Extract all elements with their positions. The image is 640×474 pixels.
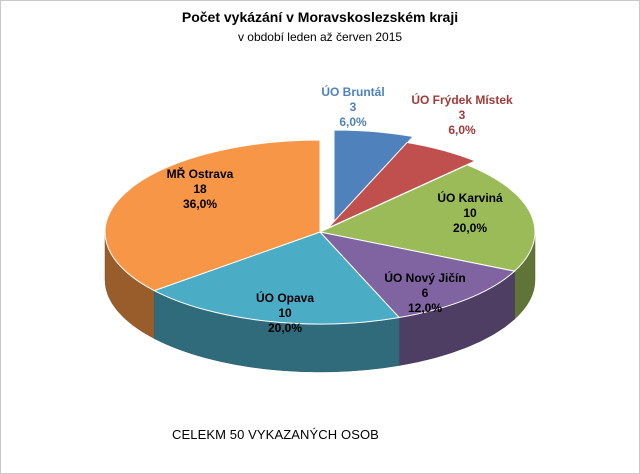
slice-label-line-2-0: ÚO Karviná (437, 190, 503, 205)
slice-top-5 (104, 139, 321, 292)
slice-label-line-0-1: 3 (350, 100, 357, 114)
slice-label-line-3-1: 6 (422, 286, 429, 300)
pie-sides (104, 231, 536, 373)
slice-top-2 (318, 164, 536, 272)
slice-label-1: ÚO Frýdek Místek 3 6,0% (411, 92, 513, 137)
slice-label-line-5-0: MŘ Ostrava (167, 166, 234, 181)
slice-label-4: ÚO Opava 10 20,0% (256, 290, 314, 335)
slice-label-line-5-1: 18 (193, 182, 207, 196)
slice-label-0: ÚO Bruntál 3 6,0% (321, 84, 384, 129)
pie-tops (104, 129, 536, 325)
slice-label-2: ÚO Karviná 10 20,0% (437, 190, 503, 235)
slice-top-4 (153, 231, 401, 325)
slice-label-line-3-0: ÚO Nový Jičín (384, 270, 465, 285)
slice-top-3 (318, 231, 516, 319)
chart-subtitle: v období leden až červen 2015 (237, 30, 403, 44)
total-note: CELEKM 50 VYKAZANÝCH OSOB (172, 427, 379, 442)
slice-label-3: ÚO Nový Jičín 6 12,0% (384, 270, 465, 315)
slice-label-line-1-2: 6,0% (448, 123, 476, 137)
slice-label-line-3-2: 12,0% (408, 301, 442, 315)
slice-label-line-0-0: ÚO Bruntál (321, 84, 384, 99)
slice-label-line-0-2: 6,0% (339, 115, 367, 129)
pie-labels: ÚO Bruntál 3 6,0%ÚO Frýdek Místek 3 6,0%ÚO K… (167, 84, 513, 335)
slice-label-line-2-2: 20,0% (453, 221, 487, 235)
slice-label-line-2-1: 10 (463, 206, 477, 220)
slice-label-line-1-1: 3 (459, 108, 466, 122)
slice-label-line-5-2: 36,0% (183, 197, 217, 211)
slice-label-line-4-0: ÚO Opava (256, 290, 314, 305)
chart-title: Počet vykázání v Moravskoslezském kraji (181, 9, 459, 25)
slice-label-line-4-1: 10 (278, 306, 292, 320)
slice-label-line-1-0: ÚO Frýdek Místek (411, 92, 513, 107)
slice-label-5: MŘ Ostrava 18 36,0% (167, 166, 234, 211)
slice-top-0 (333, 129, 415, 224)
slice-label-line-4-2: 20,0% (268, 321, 302, 335)
slice-top-1 (327, 141, 477, 229)
